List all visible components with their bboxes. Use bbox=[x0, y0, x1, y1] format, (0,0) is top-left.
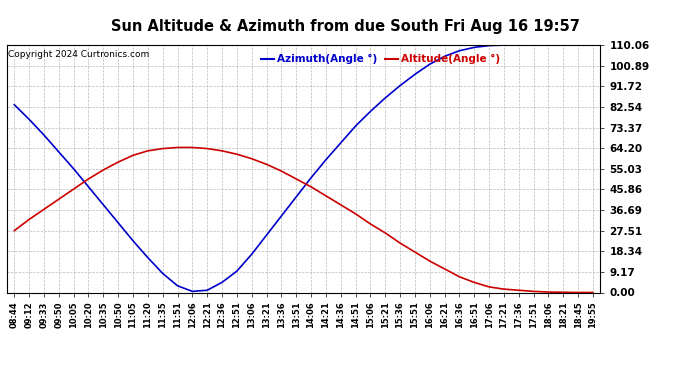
Text: Copyright 2024 Curtronics.com: Copyright 2024 Curtronics.com bbox=[8, 50, 149, 59]
Text: Sun Altitude & Azimuth from due South Fri Aug 16 19:57: Sun Altitude & Azimuth from due South Fr… bbox=[110, 19, 580, 34]
Legend: Azimuth(Angle °), Altitude(Angle °): Azimuth(Angle °), Altitude(Angle °) bbox=[257, 50, 504, 69]
